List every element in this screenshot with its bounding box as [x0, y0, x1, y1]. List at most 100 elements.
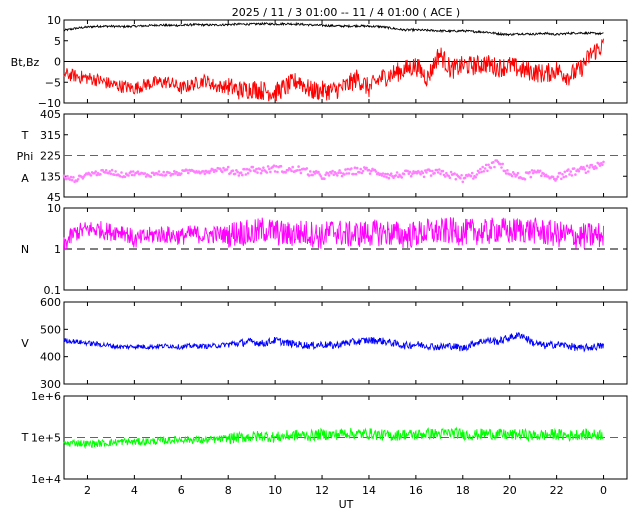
phi-point [568, 173, 571, 176]
phi-point [222, 166, 225, 170]
phi-point [185, 169, 189, 172]
phi-point [269, 170, 272, 174]
phi-point [120, 171, 123, 174]
phi-point [258, 167, 262, 171]
series-V [63, 332, 604, 353]
phi-point [542, 172, 545, 175]
phi-point [406, 169, 410, 173]
y-tick-label: 135 [40, 170, 61, 183]
x-axis-label: UT [339, 498, 354, 511]
phi-point [513, 172, 516, 176]
phi-point [268, 167, 271, 171]
phi-point [480, 170, 483, 174]
phi-point [161, 174, 164, 177]
x-tick-label: 20 [503, 484, 517, 497]
phi-point [368, 172, 372, 175]
y-axis-label: N [21, 243, 29, 256]
phi-point [346, 167, 350, 171]
phi-point [506, 169, 509, 172]
phi-point [602, 160, 605, 164]
phi-point [344, 168, 347, 171]
phi-point [384, 172, 387, 176]
phi-point [408, 170, 412, 174]
phi-point [237, 174, 241, 177]
phi-point [340, 174, 344, 178]
phi-point [218, 167, 222, 170]
x-tick-label: 14 [362, 484, 376, 497]
phi-point [286, 168, 290, 172]
phi-point [567, 168, 570, 171]
phi-point [72, 176, 75, 179]
phi-point [438, 168, 441, 171]
phi-point [345, 172, 349, 175]
phi-point [129, 170, 133, 173]
y-tick-label: 0.1 [44, 284, 62, 297]
phi-point [164, 173, 168, 177]
phi-point [259, 171, 263, 175]
series-N [63, 217, 604, 250]
phi-point [528, 170, 531, 174]
phi-point [89, 174, 93, 177]
phi-point [244, 173, 248, 176]
phi-point [324, 173, 327, 177]
panel-mag: 10 5 0 −5 −10 Bt,Bz [11, 14, 628, 110]
y-tick-label: 10 [47, 14, 61, 27]
phi-point [76, 178, 80, 181]
phi-point [123, 175, 127, 179]
phi-point [515, 173, 518, 177]
phi-point [370, 169, 373, 173]
phi-point [180, 172, 183, 175]
phi-point [350, 167, 353, 170]
chart-title: 2025 / 11 / 3 01:00 -- 11 / 4 01:00 ( AC… [232, 6, 460, 19]
phi-point [70, 178, 74, 182]
phi-point [202, 170, 205, 173]
y-axis-label: V [21, 337, 29, 350]
phi-point [454, 177, 458, 181]
phi-point [562, 175, 565, 179]
phi-point [273, 170, 277, 173]
phi-point [459, 176, 462, 180]
phi-point [483, 167, 487, 170]
phi-point [262, 166, 265, 169]
phi-point [453, 172, 456, 175]
phi-point [590, 163, 594, 167]
phi-point [470, 171, 474, 175]
phi-point [338, 169, 341, 172]
phi-point [538, 169, 542, 173]
phi-point [113, 173, 116, 176]
y-axis-label: T [21, 431, 29, 444]
phi-point [486, 169, 489, 173]
phi-point [380, 174, 384, 177]
phi-point [461, 180, 465, 184]
phi-point [492, 161, 495, 164]
phi-point [582, 166, 585, 169]
y-axis-label: T [21, 129, 29, 142]
phi-point [246, 172, 250, 175]
phi-point [298, 168, 302, 172]
phi-point [503, 169, 507, 173]
phi-point [347, 172, 351, 175]
phi-point [103, 171, 107, 174]
phi-point [251, 165, 255, 169]
phi-point [94, 170, 97, 173]
phi-point [415, 172, 419, 175]
phi-point [65, 177, 68, 181]
phi-point [127, 174, 130, 177]
phi-point [433, 171, 436, 175]
phi-point [352, 172, 356, 176]
phi-point [523, 178, 527, 181]
phi-point [136, 170, 140, 173]
phi-point [255, 167, 258, 171]
phi-point [493, 165, 496, 169]
x-tick-label: 8 [225, 484, 232, 497]
phi-point [332, 173, 336, 177]
phi-point [386, 172, 390, 176]
phi-point [225, 168, 229, 171]
phi-point [479, 167, 482, 171]
phi-point [374, 170, 378, 173]
phi-point [276, 170, 279, 174]
phi-point [595, 166, 598, 170]
x-axis: 2 4 6 8 10 12 14 16 18 20 22 0 [84, 484, 607, 497]
phi-point [360, 171, 364, 175]
phi-point [419, 172, 422, 176]
